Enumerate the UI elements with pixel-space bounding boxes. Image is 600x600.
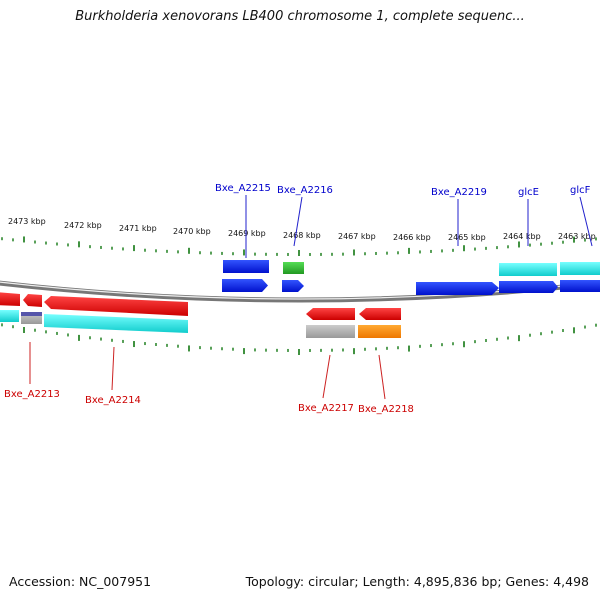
ruler-label: 2465 kbp xyxy=(448,233,486,242)
gene-product-block[interactable] xyxy=(0,310,19,322)
forward-features xyxy=(222,260,600,295)
ruler-label: 2464 kbp xyxy=(503,232,541,241)
gene-arrow[interactable] xyxy=(416,282,499,295)
gene-product-block[interactable] xyxy=(358,325,401,338)
gene-label-bxe-a2216[interactable]: Bxe_A2216 xyxy=(277,185,333,196)
ruler-label: 2468 kbp xyxy=(283,231,321,240)
gene-arrow[interactable] xyxy=(44,296,188,316)
ruler-top xyxy=(1,236,597,256)
topology-summary: Topology: circular; Length: 4,895,836 bp… xyxy=(245,574,589,589)
ruler-bottom xyxy=(1,323,597,355)
ruler-label: 2471 kbp xyxy=(119,224,157,233)
top-leader-lines xyxy=(245,195,593,258)
ruler-labels: 2473 kbp 2472 kbp 2471 kbp 2470 kbp 2469… xyxy=(8,217,596,242)
gene-label-bxe-a2217[interactable]: Bxe_A2217 xyxy=(298,403,354,414)
gene-arrow[interactable] xyxy=(282,280,304,292)
ruler-label: 2472 kbp xyxy=(64,221,102,230)
ruler-label: 2470 kbp xyxy=(173,227,211,236)
ruler-label: 2463 kbp xyxy=(558,232,596,241)
gene-product-block[interactable] xyxy=(499,263,557,276)
ruler-label: 2467 kbp xyxy=(338,232,376,241)
gene-arrow[interactable] xyxy=(0,292,20,306)
accession-text: Accession: NC_007951 xyxy=(9,574,152,589)
bottom-leader-lines xyxy=(29,342,386,400)
rna-block[interactable] xyxy=(283,262,304,274)
gene-arrow[interactable] xyxy=(359,308,401,320)
gene-product-block[interactable] xyxy=(560,262,600,275)
gene-arrow[interactable] xyxy=(499,281,558,293)
reverse-features xyxy=(0,292,401,338)
pseudo-block[interactable] xyxy=(306,325,355,338)
gene-product-block[interactable] xyxy=(44,314,188,333)
ruler-label: 2469 kbp xyxy=(228,229,266,238)
ruler-label: 2473 kbp xyxy=(8,217,46,226)
gene-label-bxe-a2215[interactable]: Bxe_A2215 xyxy=(215,183,271,194)
gene-arrow[interactable] xyxy=(23,294,42,307)
gene-arrow[interactable] xyxy=(560,280,600,292)
gene-label-bxe-a2219[interactable]: Bxe_A2219 xyxy=(431,187,487,198)
gene-arrow[interactable] xyxy=(222,279,268,292)
gene-label-bxe-a2213[interactable]: Bxe_A2213 xyxy=(4,389,60,400)
gene-label-glce[interactable]: glcE xyxy=(518,187,539,198)
ruler-label: 2466 kbp xyxy=(393,233,431,242)
gene-label-bxe-a2218[interactable]: Bxe_A2218 xyxy=(358,404,414,415)
gene-arrow[interactable] xyxy=(306,308,355,320)
gene-product-block[interactable] xyxy=(223,260,269,273)
map-title: Burkholderia xenovorans LB400 chromosome… xyxy=(75,9,525,24)
gene-label-glcf[interactable]: glcF xyxy=(570,185,591,196)
gene-label-bxe-a2214[interactable]: Bxe_A2214 xyxy=(85,395,141,406)
